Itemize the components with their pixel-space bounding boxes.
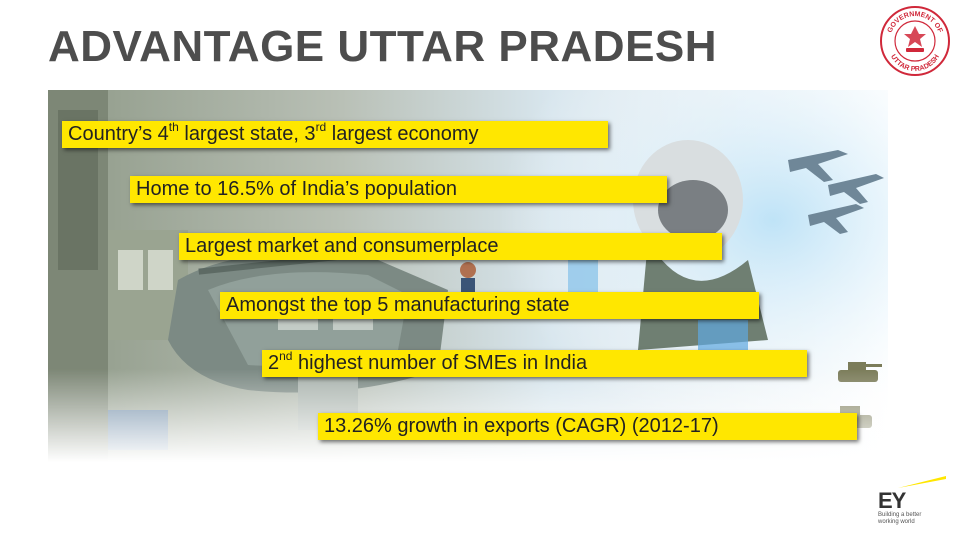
callout-3-text: Largest market and consumerplace bbox=[185, 235, 499, 257]
callout-4-text: Amongst the top 5 manufacturing state bbox=[226, 294, 570, 316]
ey-beam-icon bbox=[898, 476, 946, 488]
callout-2-text: Home to 16.5% of India’s population bbox=[136, 178, 457, 200]
callout-5-text-a: 2 bbox=[268, 352, 280, 374]
ey-tagline: Building a better working world bbox=[878, 512, 938, 526]
callout-bar-1: Country’s 4th largest state, 3rd largest… bbox=[62, 121, 608, 148]
background-photo-collage bbox=[48, 90, 888, 462]
ey-tagline-line-2: working world bbox=[878, 519, 915, 525]
government-seal-logo: GOVERNMENT OF UTTAR PRADESH bbox=[880, 6, 950, 76]
ey-tagline-line-1: Building a better bbox=[878, 512, 922, 518]
callout-bar-4: Amongst the top 5 manufacturing state bbox=[220, 292, 759, 319]
callout-1-superscript-a: th bbox=[168, 120, 179, 134]
callout-1-superscript-b: rd bbox=[315, 120, 327, 134]
callout-bar-6: 13.26% growth in exports (CAGR) (2012-17… bbox=[318, 413, 857, 440]
ey-logo-letters: EY bbox=[878, 488, 906, 513]
callout-bar-3: Largest market and consumerplace bbox=[179, 233, 722, 260]
callout-bar-2: Home to 16.5% of India’s population bbox=[130, 176, 667, 203]
slide-title: ADVANTAGE UTTAR PRADESH bbox=[48, 22, 718, 71]
helicopter-factory-image bbox=[48, 90, 888, 462]
callout-6-text: 13.26% growth in exports (CAGR) (2012-17… bbox=[324, 415, 719, 437]
callout-1-text-b: largest state, 3 bbox=[178, 123, 316, 145]
callout-1-text-c: largest economy bbox=[326, 123, 479, 145]
ey-logo: EY Building a better working world bbox=[878, 474, 948, 534]
callout-5-text-b: highest number of SMEs in India bbox=[292, 352, 588, 374]
callout-5-superscript: nd bbox=[279, 349, 293, 363]
callout-bar-5: 2nd highest number of SMEs in India bbox=[262, 350, 807, 377]
callout-1-text-a: Country’s 4 bbox=[68, 123, 169, 145]
